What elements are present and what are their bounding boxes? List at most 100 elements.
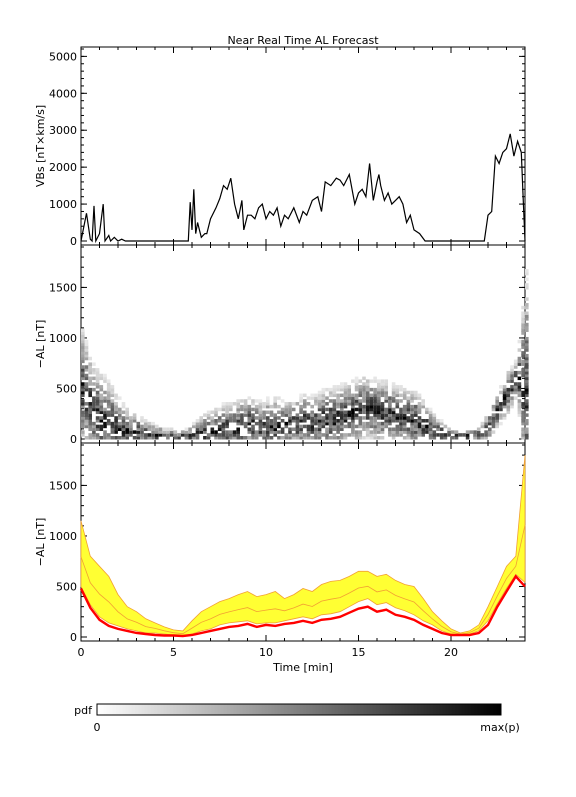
pdf-cell [495,424,499,429]
pdf-cell [203,413,207,417]
pdf-cell [380,436,385,440]
pdf-cell [95,370,100,375]
pdf-cell [354,413,359,417]
pdf-cell [354,416,359,420]
pdf-cell [184,436,189,440]
pdf-cell [325,436,329,440]
pdf-cell [99,404,104,409]
pdf-cell [266,410,270,415]
pdf-cell [118,436,122,440]
pdf-cell [399,433,403,437]
pdf-cell [95,427,100,432]
pdf-cell [406,427,411,432]
pdf-cell [225,433,229,437]
pdf-cell [358,407,363,412]
pdf-cell [95,433,100,437]
pdf-cell [510,399,514,403]
pdf-cell [125,436,129,440]
pdf-cell [362,404,366,409]
pdf-cell [317,430,322,434]
pdf-cell [95,385,100,389]
pdf-cell [439,419,444,423]
pdf-cell [436,421,440,426]
pdf-cell [377,390,381,395]
pdf-cell [447,430,451,434]
pdf-cell [295,413,300,417]
pdf-cell [377,407,381,412]
pdf-cell [343,396,348,400]
pdf-cell [195,419,200,423]
colorbar [96,703,502,716]
pdf-cell [332,393,337,398]
pdf-cell [439,433,444,437]
pdf-cell [143,436,148,440]
pdf-cell [310,396,314,400]
pdf-cell [251,430,255,434]
pdf-cell [243,421,248,426]
pdf-cell [525,373,529,378]
pdf-cell [410,419,414,423]
pdf-cell [81,328,85,332]
pdf-cell [521,433,525,437]
pdf-cell [525,427,529,432]
pdf-cell [488,427,492,432]
pdf-cell [347,402,351,406]
pdf-cell [258,416,263,420]
pdf-cell [99,376,104,381]
pdf-cell [391,385,396,389]
pdf-cell [506,393,511,398]
pdf-cell [221,407,226,412]
pdf-cell [510,402,514,406]
pdf-cell [295,436,300,440]
pdf-cell [410,390,414,395]
pdf-cell [303,404,307,409]
pdf-cell [155,433,159,437]
pdf-cell [491,407,496,412]
pdf-cell [399,399,403,403]
pdf-cell [354,430,359,434]
pdf-cell [247,407,252,412]
pdf-cell [81,376,85,381]
pdf-cell [114,396,118,400]
pdf-cell [325,419,329,423]
pdf-cell [88,410,92,415]
pdf-cell [399,421,403,426]
pdf-cell [299,410,303,415]
pdf-cell [521,317,525,321]
pdf-cell [380,382,385,386]
pdf-cell [369,436,374,440]
pdf-cell [188,427,192,432]
pdf-cell [358,419,363,423]
pdf-cell [513,390,518,395]
pdf-cell [114,424,118,429]
pdf-cell [129,427,133,432]
pdf-cell [254,430,259,434]
pdf-cell [199,424,203,429]
pdf-cell [240,436,244,440]
pdf-cell [402,421,407,426]
pdf-cell [369,424,374,429]
pdf-cell [262,430,266,434]
pdf-cell [229,404,233,409]
pdf-cell [502,402,507,406]
pdf-cell [88,421,92,426]
pdf-cell [229,402,233,406]
pdf-cell [291,419,296,423]
pdf-cell [232,419,237,423]
pdf-cell [121,430,126,434]
pdf-cell [369,416,374,420]
pdf-cell [428,427,433,432]
pdf-cell [158,433,163,437]
pdf-cell [525,359,529,364]
pdf-cell [499,385,503,389]
pdf-cell [321,396,326,400]
pdf-cell [84,348,89,352]
pdf-cell [388,419,392,423]
pdf-cell [240,404,244,409]
pdf-cell [229,433,233,437]
pdf-cell [132,413,137,417]
pdf-cell [332,410,337,415]
pdf-cell [354,382,359,386]
pdf-cell [284,433,289,437]
